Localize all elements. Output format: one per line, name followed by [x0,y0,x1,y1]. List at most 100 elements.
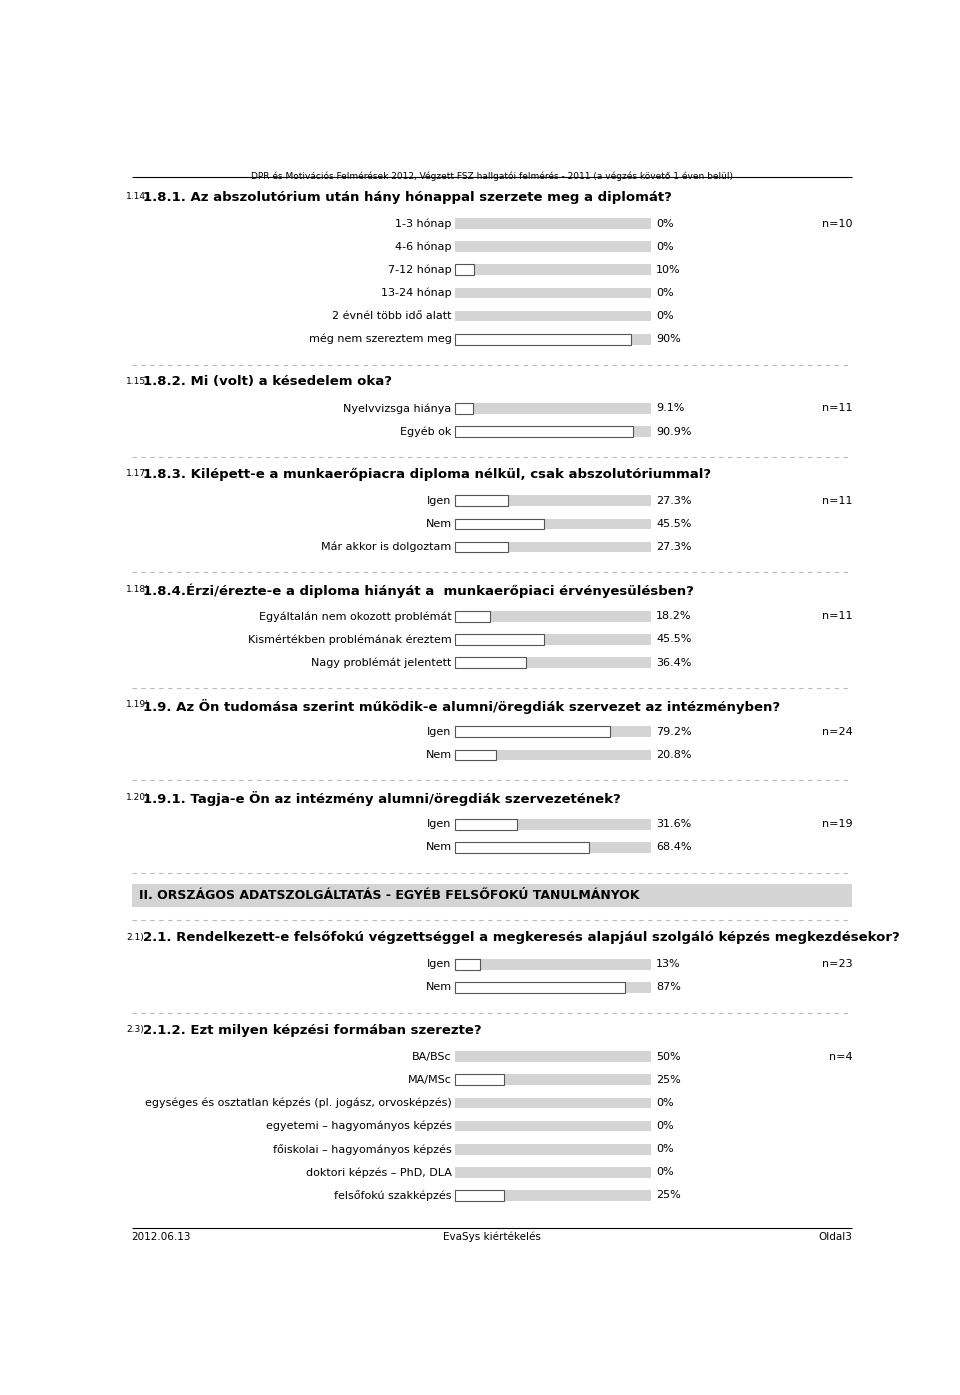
Bar [455,1074,651,1085]
Text: 87%: 87% [657,982,682,992]
Text: doktori képzés – PhD, DLA: doktori képzés – PhD, DLA [306,1168,452,1177]
Text: 0%: 0% [657,1144,674,1154]
Text: 25%: 25% [657,1190,681,1200]
Text: Oldal3: Oldal3 [819,1232,852,1242]
Bar [455,633,651,644]
Text: 1.20): 1.20) [126,792,150,802]
Text: 18.2%: 18.2% [657,611,692,621]
Text: 1.15): 1.15) [126,377,150,386]
Bar [455,982,625,993]
Bar [455,333,651,345]
Text: 2012.06.13: 2012.06.13 [132,1232,191,1242]
Text: még nem szereztem meg: még nem szereztem meg [309,333,452,345]
Bar [455,958,480,970]
Bar [455,1166,651,1177]
Text: 90%: 90% [657,335,681,345]
Bar [455,657,651,668]
Bar [455,541,509,552]
Text: Kismértékben problémának éreztem: Kismértékben problémának éreztem [248,635,452,644]
Text: 1.19): 1.19) [126,700,150,709]
Text: 0%: 0% [657,1122,674,1131]
Text: 2.3): 2.3) [126,1025,144,1034]
Bar [455,495,651,506]
Text: 13-24 hónap: 13-24 hónap [381,287,452,299]
Text: 27.3%: 27.3% [657,495,692,506]
Text: 0%: 0% [657,1098,674,1108]
Text: 1.9. Az Ön tudomása szerint működik-e alumni/öregdiák szervezet az intézményben?: 1.9. Az Ön tudomása szerint működik-e al… [143,699,780,714]
Text: 45.5%: 45.5% [657,519,691,529]
Text: Egyéb ok: Egyéb ok [400,427,452,437]
Bar [455,633,544,644]
Text: n=11: n=11 [822,403,852,413]
Bar [455,541,651,552]
Text: Nem: Nem [425,751,452,760]
Text: 36.4%: 36.4% [657,657,691,668]
Bar [455,519,544,529]
Bar [455,241,651,252]
Bar [455,1052,651,1062]
Text: 4-6 hónap: 4-6 hónap [396,241,452,252]
Bar [455,265,474,275]
Bar [455,425,633,437]
Text: 13%: 13% [657,960,681,970]
Bar [455,611,651,622]
Bar [455,958,651,970]
Text: 0%: 0% [657,241,674,251]
Bar [455,843,588,852]
Text: 90.9%: 90.9% [657,427,692,437]
Text: 0%: 0% [657,1168,674,1177]
Text: 2.1.2. Ezt milyen képzési formában szerezte?: 2.1.2. Ezt milyen képzési formában szere… [143,1024,482,1036]
Text: 2.1. Rendelkezett-e felsőfokú végzettséggel a megkeresés alapjául szolgáló képzé: 2.1. Rendelkezett-e felsőfokú végzettség… [143,932,900,944]
Text: Egyáltalán nem okozott problémát: Egyáltalán nem okozott problémát [259,611,452,622]
Text: 1-3 hónap: 1-3 hónap [396,219,452,229]
Text: Nem: Nem [425,519,452,529]
Text: n=4: n=4 [828,1052,852,1062]
Text: 20.8%: 20.8% [657,751,692,760]
Text: 45.5%: 45.5% [657,635,691,644]
Bar [455,819,516,830]
Text: n=11: n=11 [822,611,852,621]
Text: 0%: 0% [657,287,674,299]
Text: felsőfokú szakképzés: felsőfokú szakképzés [334,1190,452,1201]
Text: főiskolai – hagyományos képzés: főiskolai – hagyományos képzés [273,1144,452,1155]
Bar [455,1144,651,1155]
Bar [455,1190,651,1201]
Text: n=10: n=10 [822,219,852,229]
Text: DPR és Motivációs Felmérések 2012, Végzett FSZ hallgatói felmérés - 2011 (a végz: DPR és Motivációs Felmérések 2012, Végze… [251,172,733,181]
Bar [455,727,611,737]
Bar [455,1074,504,1085]
Bar [455,611,491,622]
Text: 31.6%: 31.6% [657,819,691,829]
Text: 9.1%: 9.1% [657,403,684,413]
Bar [455,403,651,414]
Text: n=19: n=19 [822,819,852,829]
Bar [455,311,651,321]
Text: egyetemi – hagyományos képzés: egyetemi – hagyományos képzés [266,1120,452,1131]
Text: 1.8.3. Kilépett-e a munkaerőpiacra diploma nélkül, csak abszolutóriummal?: 1.8.3. Kilépett-e a munkaerőpiacra diplo… [143,467,711,481]
Text: EvaSys kiértékelés: EvaSys kiértékelés [444,1232,540,1242]
Bar [455,425,651,437]
Bar [455,727,651,737]
Text: MA/MSc: MA/MSc [408,1076,452,1085]
Text: 1.17): 1.17) [126,469,150,478]
Bar [455,1190,504,1201]
Text: 79.2%: 79.2% [657,727,692,737]
Text: Nem: Nem [425,982,452,992]
Bar [455,333,632,345]
Text: 0%: 0% [657,219,674,229]
Text: Igen: Igen [427,727,452,737]
Bar [455,749,495,760]
Text: II. ORSZÁGOS ADATSZOLGÁLTATÁS - EGYÉB FELSŐFOKÚ TANULMÁNYOK: II. ORSZÁGOS ADATSZOLGÁLTATÁS - EGYÉB FE… [139,889,640,901]
Bar [455,265,651,275]
Text: 7-12 hónap: 7-12 hónap [388,265,452,275]
Text: 25%: 25% [657,1076,681,1085]
Bar [455,495,509,506]
Bar [455,749,651,760]
Bar [455,1098,651,1109]
Bar [455,657,526,668]
Text: Nagy problémát jelentett: Nagy problémát jelentett [311,657,452,668]
Text: 10%: 10% [657,265,681,275]
Text: Nyelvvizsga hiánya: Nyelvvizsga hiánya [344,403,452,414]
Bar [455,519,651,529]
Text: 1.18): 1.18) [126,585,150,594]
